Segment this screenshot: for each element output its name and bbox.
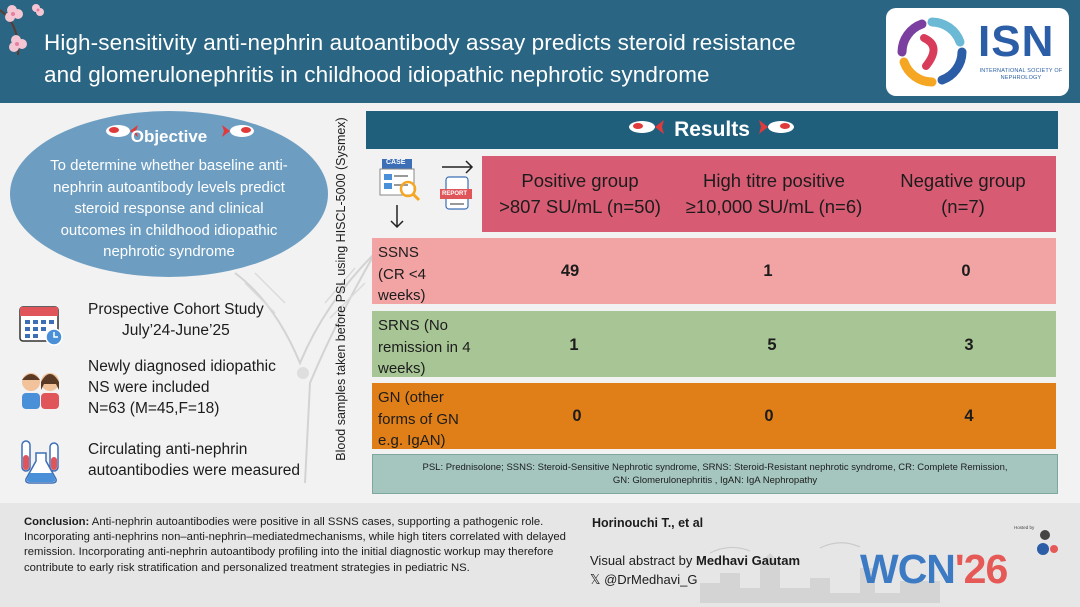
host-society-logos-icon <box>1037 530 1058 555</box>
study-design-line-2: July’24-June’25 <box>122 322 230 339</box>
row-value: 0 <box>572 407 582 425</box>
header-banner: High-sensitivity anti-nephrin autoantibo… <box>0 0 1080 103</box>
measurement-line-1: Circulating anti-nephrin <box>88 441 248 458</box>
koi-fish-icon <box>222 125 254 137</box>
objective-panel: Objective To determine whether baseline … <box>10 111 328 277</box>
row-label: GN (other forms of GN e.g. IgAN) <box>378 389 459 449</box>
row-value: 1 <box>569 336 579 354</box>
results-row-ssns: SSNS (CR <4 weeks) 49 1 0 <box>372 238 1056 304</box>
abbreviations-line-1: PSL: Prednisolone; SSNS: Steroid-Sensiti… <box>422 462 1008 473</box>
results-row-srns: SRNS (No remission in 4 weeks) 1 5 3 <box>372 311 1056 377</box>
population-line-3: N=63 (M=45,F=18) <box>88 400 220 417</box>
row-value: 0 <box>961 262 971 280</box>
column-header-line-2: (n=7) <box>941 196 985 217</box>
footer: Conclusion: Anti-nephrin autoantibodies … <box>0 503 1080 607</box>
case-label: CASE <box>386 159 406 166</box>
results-title: Results <box>674 118 750 141</box>
isn-logo: ISN INTERNATIONAL SOCIETY OF NEPHROLOGY <box>886 8 1069 96</box>
row-value: 3 <box>964 336 974 354</box>
objective-text: To determine whether baseline anti-nephr… <box>50 157 288 260</box>
report-label: REPORT <box>442 191 468 197</box>
row-value: 4 <box>964 407 974 425</box>
koi-fish-icon <box>759 120 794 134</box>
column-header-line-2: ≥10,000 SU/mL (n=6) <box>685 196 863 217</box>
abbreviations-box: PSL: Prednisolone; SSNS: Steroid-Sensiti… <box>372 454 1058 494</box>
cherry-blossom-icon <box>0 4 44 56</box>
results-header: Results <box>366 111 1058 149</box>
abbreviations-line-2: GN: Glomerulonephritis , IgAN: IgA Nephr… <box>612 475 818 486</box>
objective-title: Objective <box>130 127 208 146</box>
conclusion-text: Conclusion: Anti-nephrin autoantibodies … <box>24 515 576 576</box>
row-value: 0 <box>764 407 774 425</box>
population-line-2: NS were included <box>88 379 210 396</box>
calendar-icon <box>19 306 63 346</box>
authors: Horinouchi T., et al <box>592 516 704 530</box>
population-line-1: Newly diagnosed idiopathic <box>88 358 276 375</box>
row-value: 5 <box>767 336 777 354</box>
column-header-line-1: High titre positive <box>703 170 845 191</box>
case-report-icon <box>379 159 474 229</box>
study-design-line-1: Prospective Cohort Study <box>88 301 264 318</box>
children-icon <box>22 373 59 409</box>
column-header-negative: Negative group (n=7) <box>870 156 1056 232</box>
main-panel: Objective To determine whether baseline … <box>0 103 1080 503</box>
population-item: Newly diagnosed idiopathic NS were inclu… <box>16 356 321 420</box>
wcn-logo-year: '26 <box>954 546 1008 592</box>
crane-watermark-icon <box>234 252 376 484</box>
koi-fish-icon <box>629 120 664 134</box>
measurement-text: Circulating anti-nephrin autoantibodies … <box>88 439 320 481</box>
column-header-line-1: Negative group <box>900 170 1026 191</box>
wcn-logo: WCN'26 <box>860 545 1008 593</box>
measurement-line-2: autoantibodies were measured <box>88 462 300 479</box>
case-report-graphic: CASE REPORT <box>372 155 478 231</box>
hosted-by-label: Hosted by <box>1014 525 1035 530</box>
study-design-item: Prospective Cohort Study July’24-June’25 <box>16 299 321 347</box>
vertical-method-label: Blood samples taken before PSL using HIS… <box>334 117 348 461</box>
social-handle: 𝕏 @DrMedhavi_G <box>590 572 698 587</box>
conclusion-label: Conclusion: <box>24 516 90 528</box>
lab-flask-icon <box>21 440 59 484</box>
column-header-line-1: Positive group <box>521 170 639 191</box>
row-label: SSNS (CR <4 weeks) <box>378 244 426 304</box>
row-label: SRNS (No remission in 4 weeks) <box>378 317 471 377</box>
isn-logo-text: ISN <box>978 17 1055 66</box>
visual-abstract-credit: Visual abstract by Medhavi Gautam <box>590 553 800 568</box>
row-value: 1 <box>763 262 773 280</box>
population-text: Newly diagnosed idiopathic NS were inclu… <box>88 356 320 419</box>
column-header-high-titre: High titre positive ≥10,000 SU/mL (n=6) <box>678 156 870 232</box>
results-row-gn: GN (other forms of GN e.g. IgAN) 0 0 4 <box>372 383 1056 449</box>
page-title: High-sensitivity anti-nephrin autoantibo… <box>44 27 874 91</box>
study-design-text: Prospective Cohort Study July’24-June’25 <box>88 299 320 341</box>
column-header-line-2: >807 SU/mL (n=50) <box>499 196 661 217</box>
title-line-2: and glomerulonephritis in childhood idio… <box>44 62 710 87</box>
isn-ring-icon <box>897 17 967 87</box>
row-value: 49 <box>560 262 580 280</box>
measurement-item: Circulating anti-nephrin autoantibodies … <box>16 439 321 489</box>
koi-fish-icon <box>106 125 138 137</box>
isn-logo-subtext: INTERNATIONAL SOCIETY OF NEPHROLOGY <box>979 68 1063 81</box>
credit-prefix: Visual abstract by <box>590 553 696 568</box>
conclusion-body: Anti-nephrin autoantibodies were positiv… <box>24 516 566 574</box>
title-line-1: High-sensitivity anti-nephrin autoantibo… <box>44 30 796 55</box>
column-header-positive: Positive group >807 SU/mL (n=50) <box>482 156 678 232</box>
city-skyline-icon <box>700 542 940 603</box>
credit-name: Medhavi Gautam <box>695 553 801 568</box>
wcn-logo-text: WCN <box>860 546 956 592</box>
